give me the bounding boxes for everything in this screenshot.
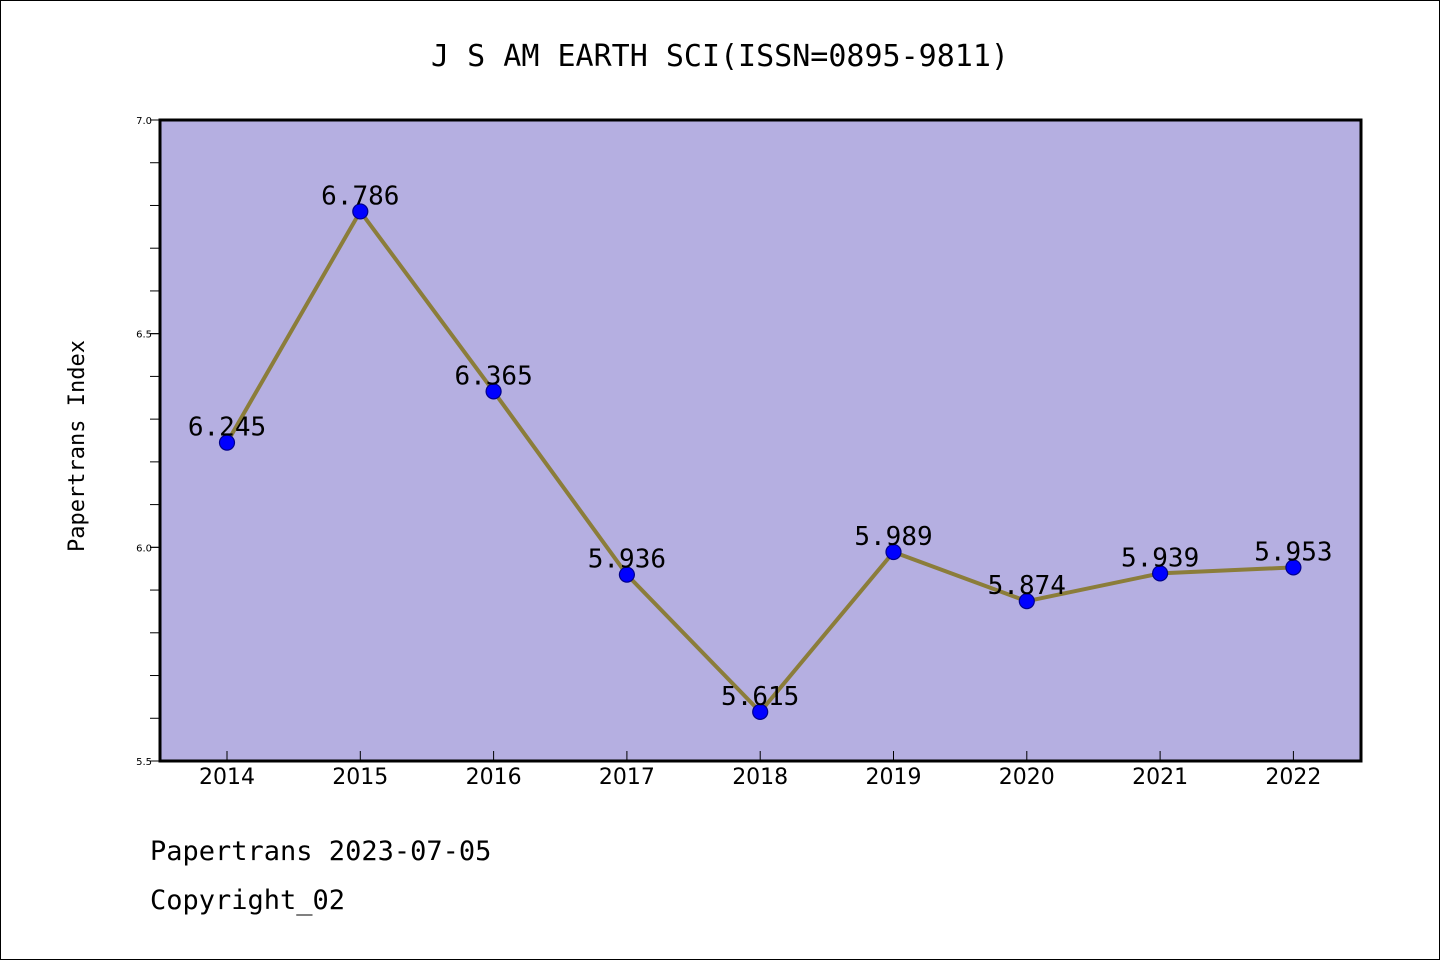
x-tick-label: 2016 xyxy=(466,765,522,790)
data-label: 6.786 xyxy=(321,181,399,211)
footer-copyright: Copyright_02 xyxy=(150,885,346,916)
data-label: 5.874 xyxy=(988,571,1066,601)
data-labels: 6.245 6.786 6.365 5.936 5.615 5.989 5.874 5.939… xyxy=(188,181,1333,711)
data-point xyxy=(1151,565,1169,582)
x-tick-label: 2019 xyxy=(866,765,922,790)
data-label: 5.615 xyxy=(721,682,799,712)
data-label: 5.939 xyxy=(1121,543,1199,573)
y-axis-label: Papertrans Index xyxy=(65,340,90,552)
data-markers xyxy=(218,203,1302,720)
data-point xyxy=(1018,593,1035,610)
x-tick-label: 2021 xyxy=(1132,765,1188,790)
data-label: 5.936 xyxy=(588,545,666,575)
chart-title: J S AM EARTH SCI(ISSN=0895-9811) xyxy=(431,39,1009,74)
x-axis: 2014 2015 2016 2017 2018 2019 2020 2021 2022 xyxy=(199,751,1321,790)
x-tick-label: 2018 xyxy=(732,765,788,790)
data-point xyxy=(885,543,902,561)
x-tick-label: 2022 xyxy=(1265,765,1321,790)
data-point xyxy=(218,434,236,451)
y-axis: 5.5 6.0 6.5 7.0 xyxy=(136,116,160,768)
data-label: 5.953 xyxy=(1254,537,1332,567)
y-tick-label: 6.5 xyxy=(136,330,152,341)
x-tick-label: 2017 xyxy=(599,765,655,790)
data-point xyxy=(485,383,502,400)
plot-area xyxy=(160,120,1361,761)
data-label: 6.245 xyxy=(188,413,266,443)
y-tick-label: 7.0 xyxy=(136,116,152,127)
data-point xyxy=(1285,559,1302,576)
data-point xyxy=(752,703,769,720)
x-tick-label: 2015 xyxy=(332,765,388,790)
data-point xyxy=(618,566,636,583)
x-tick-label: 2020 xyxy=(999,765,1055,790)
data-point xyxy=(352,203,369,220)
y-tick-label: 5.5 xyxy=(136,757,152,768)
y-tick-label: 6.0 xyxy=(136,543,152,554)
footer-date: Papertrans 2023-07-05 xyxy=(150,836,492,867)
plot-border xyxy=(158,118,1363,763)
x-tick-label: 2014 xyxy=(199,765,255,790)
data-label: 6.365 xyxy=(454,361,532,391)
data-label: 5.989 xyxy=(854,522,932,552)
